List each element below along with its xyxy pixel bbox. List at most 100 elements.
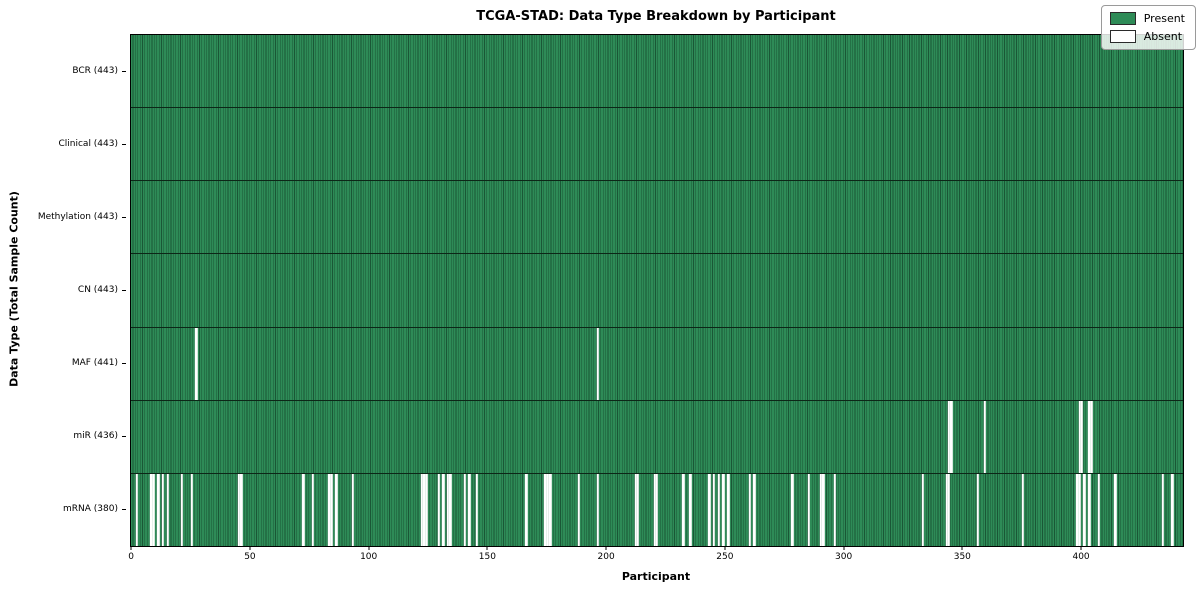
absent-stripe (807, 473, 811, 546)
x-tick-mark (249, 546, 251, 551)
absent-stripe (240, 473, 243, 546)
chart-title: TCGA-STAD: Data Type Breakdown by Partic… (476, 9, 836, 24)
y-tick-label: Methylation (443) (37, 211, 118, 222)
x-tick-label: 250 (716, 552, 734, 563)
x-tick-mark (843, 546, 845, 551)
absent-stripe (425, 473, 428, 546)
y-tick-mark (122, 435, 126, 437)
absent-stripe (1171, 473, 1174, 546)
absent-stripe (596, 327, 599, 400)
absent-stripe (548, 473, 552, 546)
absent-stripe (544, 473, 547, 546)
heatmap-row-mir (131, 400, 1183, 474)
x-tick-mark (961, 546, 963, 551)
x-tick-label: 100 (360, 552, 378, 563)
legend: Present Absent (1100, 5, 1196, 50)
absent-stripe (950, 400, 953, 473)
y-tick-mark (122, 508, 126, 510)
absent-stripe (1087, 400, 1091, 473)
absent-stripe (689, 473, 692, 546)
absent-stripe (1090, 400, 1093, 473)
x-tick-label: 0 (128, 552, 135, 563)
absent-stripe (1078, 400, 1081, 473)
absent-stripe (1097, 473, 1100, 546)
absent-stripe (1076, 473, 1079, 546)
absent-stripe (546, 473, 549, 546)
x-tick-mark (1080, 546, 1082, 551)
absent-stripe (748, 473, 751, 546)
x-tick-label: 50 (244, 552, 256, 563)
absent-stripe (1161, 473, 1165, 546)
absent-stripe (311, 473, 314, 546)
absent-stripe (237, 473, 241, 546)
x-tick-label: 300 (835, 552, 853, 563)
heatmap-row-maf (131, 327, 1183, 401)
absent-stripe (653, 473, 656, 546)
absent-stripe (947, 473, 951, 546)
y-tick-label: CN (443) (77, 284, 118, 295)
x-axis-ticks: 0 50 100 150 200 250 300 350 400 (128, 546, 1182, 576)
legend-entry-present: Present (1109, 12, 1185, 25)
absent-stripe (655, 473, 659, 546)
heatmap-row-bcr (131, 35, 1183, 109)
absent-stripe (328, 473, 331, 546)
absent-stripe (1083, 473, 1086, 546)
y-tick-label: Clinical (443) (58, 138, 118, 149)
absent-stripe (722, 473, 725, 546)
absent-stripe (1078, 473, 1081, 546)
absent-stripe (1087, 473, 1091, 546)
absent-stripe (819, 473, 823, 546)
absent-stripe (727, 473, 730, 546)
legend-entry-absent: Absent (1109, 30, 1185, 43)
x-tick-mark (368, 546, 370, 551)
absent-stripe (577, 473, 580, 546)
absent-stripe (437, 473, 440, 546)
y-tick-label: BCR (443) (72, 65, 118, 76)
y-tick-mark (122, 362, 126, 364)
absent-stripe (149, 473, 153, 546)
absent-stripe (442, 473, 445, 546)
absent-stripe (525, 473, 528, 546)
absent-stripe (180, 473, 184, 546)
absent-stripe (1114, 473, 1117, 546)
absent-stripe (463, 473, 466, 546)
x-tick-label: 200 (597, 552, 615, 563)
x-tick-label: 150 (478, 552, 496, 563)
absent-stripe (945, 473, 948, 546)
absent-stripe (947, 400, 951, 473)
x-tick-label: 350 (953, 552, 971, 563)
x-tick-mark (724, 546, 726, 551)
absent-stripe (157, 473, 160, 546)
absent-stripe (822, 473, 825, 546)
absent-stripe (190, 473, 193, 546)
absent-stripe (596, 473, 599, 546)
y-tick-label: mRNA (380) (63, 503, 118, 514)
x-tick-mark (130, 546, 132, 551)
y-tick-mark (122, 70, 126, 72)
heatmap-row-clinical (131, 108, 1183, 182)
absent-stripe (351, 473, 355, 546)
absent-stripe (195, 327, 198, 400)
absent-stripe (330, 473, 333, 546)
absent-stripe (833, 473, 837, 546)
absent-stripe (475, 473, 478, 546)
legend-present-swatch (1109, 12, 1136, 25)
legend-absent-swatch (1109, 30, 1136, 43)
absent-stripe (301, 473, 305, 546)
heatmap-plot-area (130, 34, 1184, 547)
y-tick-label: miR (436) (73, 430, 118, 441)
absent-stripe (712, 473, 716, 546)
absent-stripe (423, 473, 426, 546)
absent-stripe (753, 473, 756, 546)
absent-stripe (976, 473, 979, 546)
absent-stripe (681, 473, 685, 546)
absent-stripe (1021, 473, 1024, 546)
absent-stripe (791, 473, 794, 546)
absent-stripe (335, 473, 338, 546)
absent-stripe (446, 473, 450, 546)
absent-stripe (634, 473, 637, 546)
absent-stripe (636, 473, 640, 546)
absent-stripe (1080, 400, 1084, 473)
absent-stripe (921, 473, 925, 546)
absent-stripe (717, 473, 720, 546)
